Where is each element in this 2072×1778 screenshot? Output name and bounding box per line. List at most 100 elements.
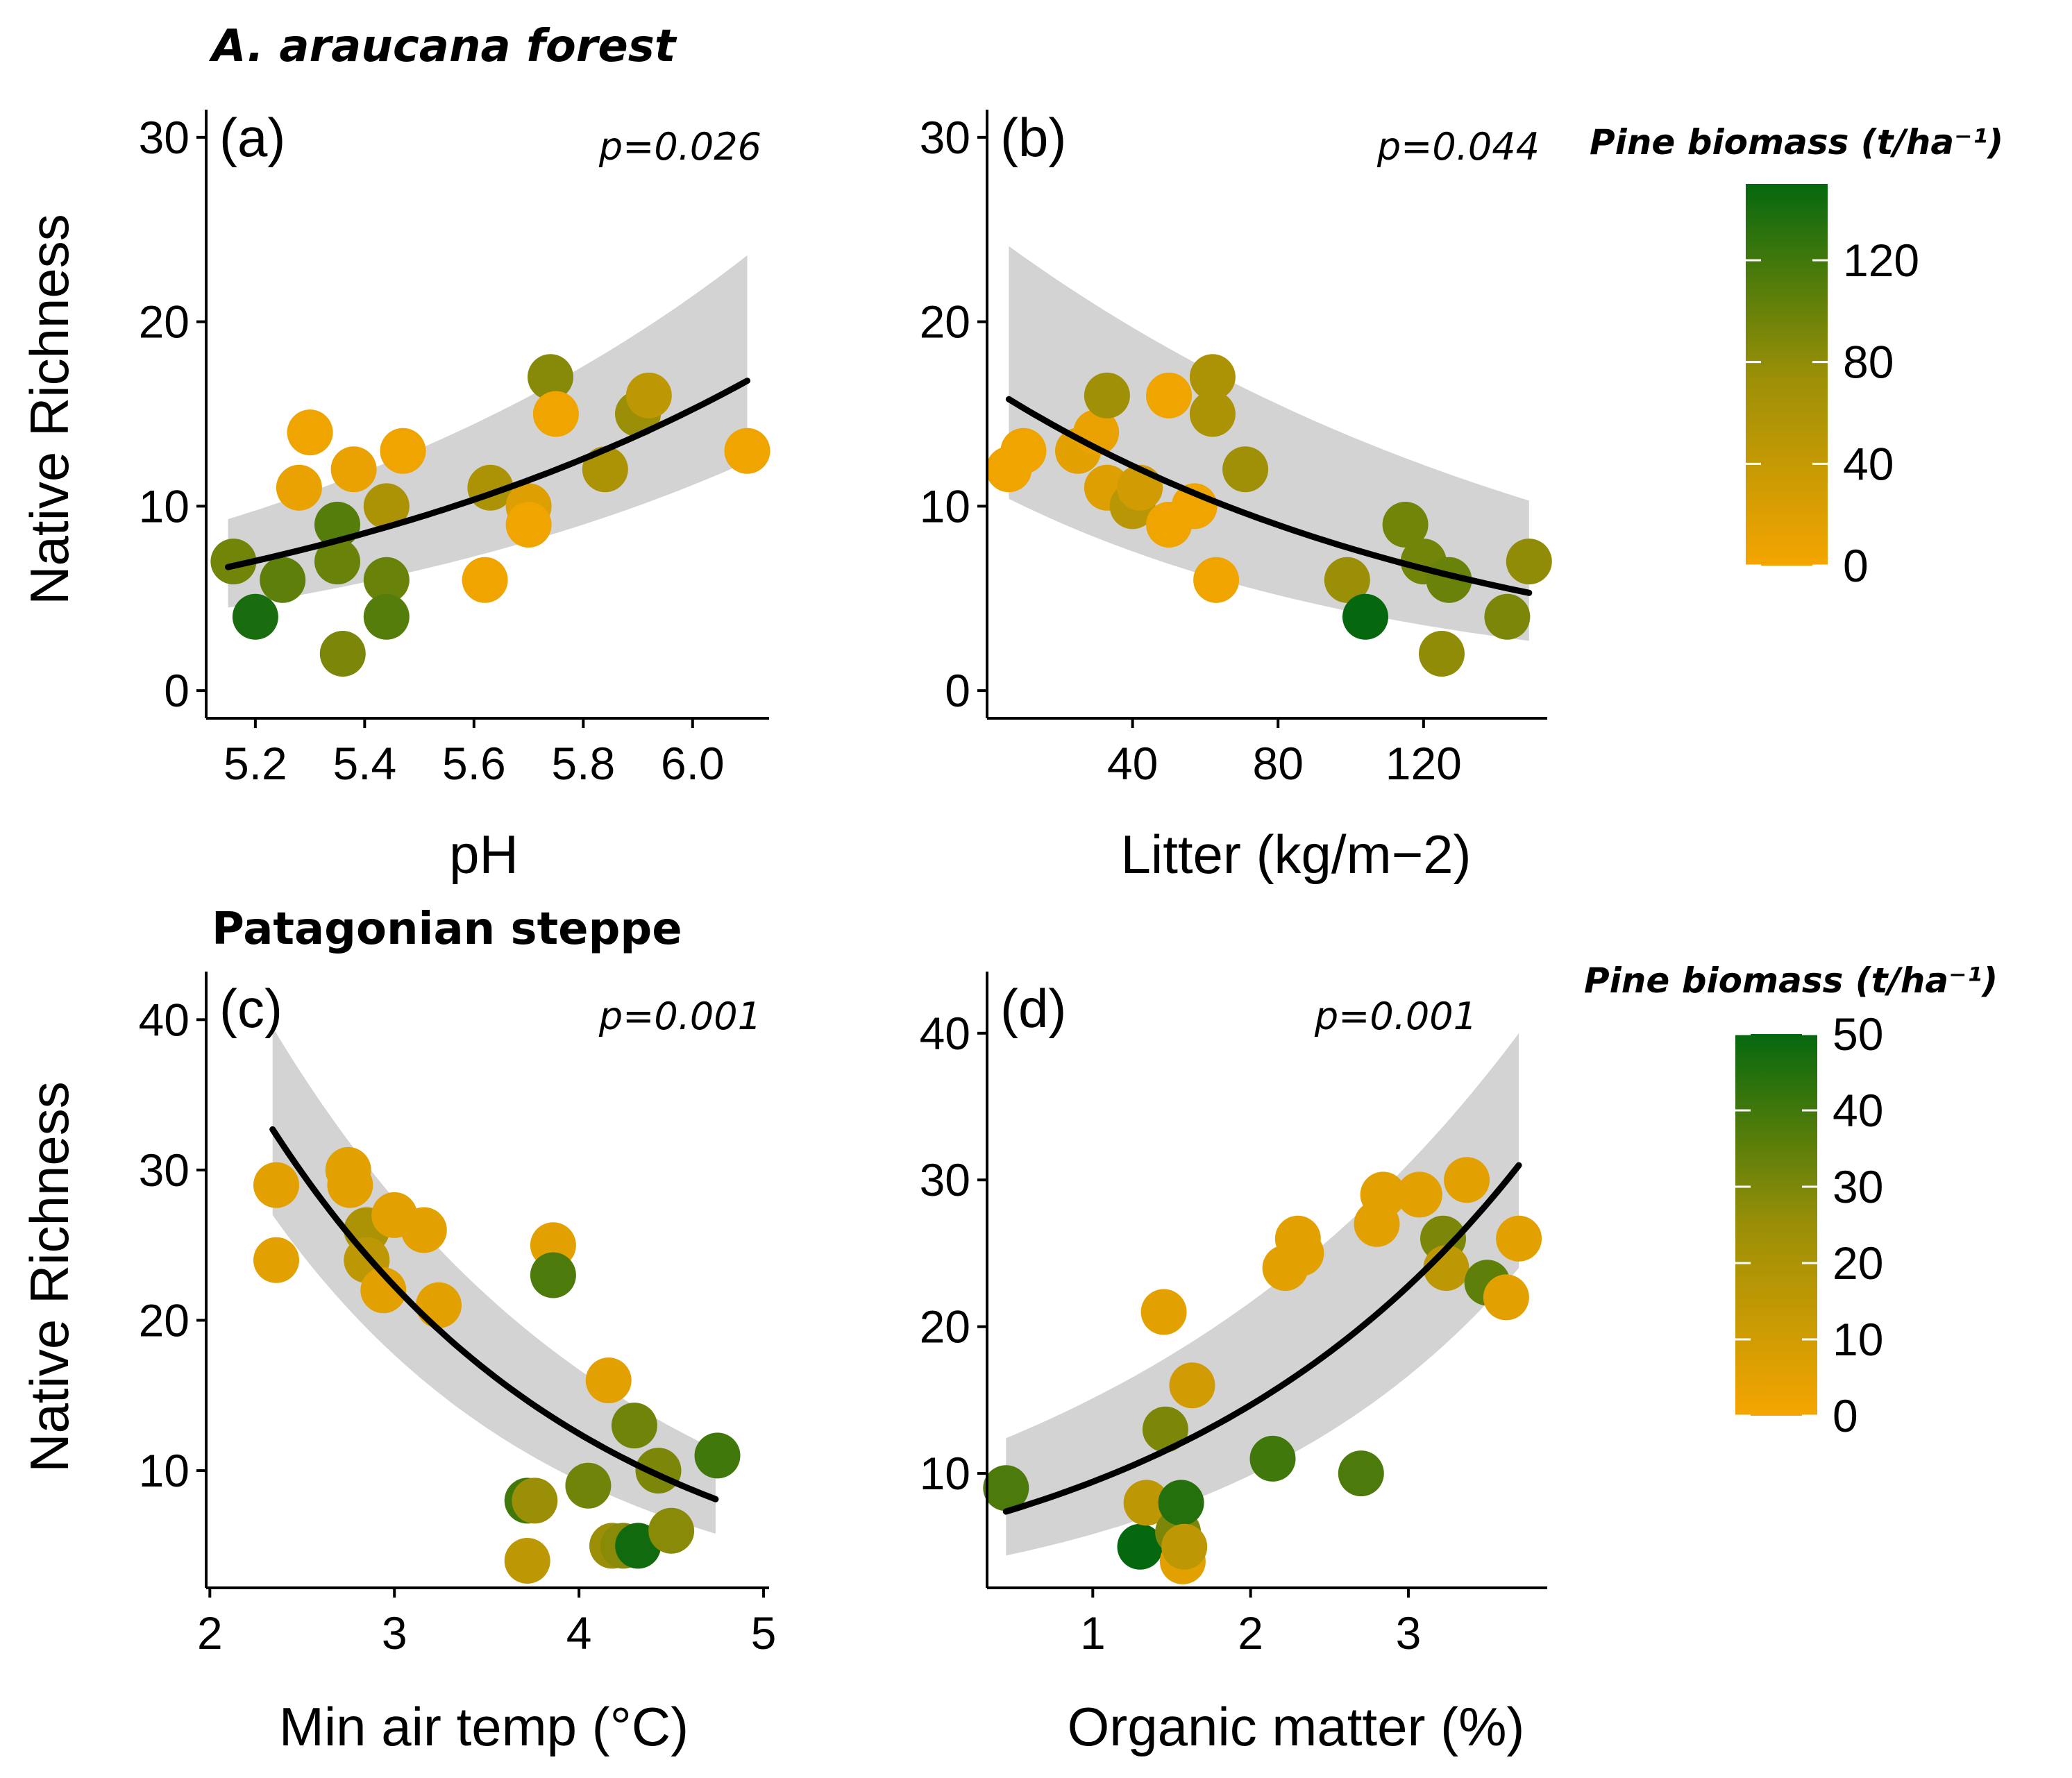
colorbar-label: 40 bbox=[1843, 438, 1894, 489]
y-tick-label: 0 bbox=[164, 665, 189, 716]
data-point bbox=[1506, 539, 1552, 585]
x-tick-label: 5.2 bbox=[224, 738, 287, 789]
data-point bbox=[1140, 1289, 1187, 1335]
legend-title: Pine biomass (t/ha⁻¹) bbox=[1584, 960, 1998, 1001]
y-tick-label: 10 bbox=[920, 1448, 970, 1499]
fit-line bbox=[225, 378, 750, 570]
data-point bbox=[260, 557, 306, 603]
data-point bbox=[1084, 372, 1130, 418]
data-point bbox=[1484, 593, 1531, 640]
panel-a: (a) p=0.026 pH Native Richness 0 10 20 30 5.… bbox=[19, 107, 770, 885]
data-point bbox=[330, 446, 377, 493]
colorbar-label: 10 bbox=[1833, 1314, 1883, 1365]
data-point bbox=[505, 502, 552, 548]
confidence-ribbon bbox=[1006, 1033, 1519, 1556]
x-axis-title: Min air temp (°C) bbox=[279, 1696, 689, 1757]
data-point bbox=[1000, 427, 1047, 474]
data-point bbox=[1189, 354, 1236, 400]
data-point bbox=[363, 593, 410, 640]
x-tick-label: 6.0 bbox=[661, 738, 725, 789]
data-point bbox=[1222, 446, 1269, 493]
data-point bbox=[1117, 1523, 1163, 1570]
data-point bbox=[1382, 502, 1429, 548]
y-tick-label: 10 bbox=[139, 1445, 189, 1496]
colorbar-label: 40 bbox=[1833, 1085, 1883, 1136]
panel-c: (c) p=0.001 Min air temp (°C) Native Ric… bbox=[19, 972, 776, 1757]
data-point bbox=[512, 1478, 558, 1524]
data-point bbox=[1161, 1523, 1208, 1570]
section-title-forest: A. araucana forest bbox=[208, 21, 677, 72]
legend-steppe: Pine biomass (t/ha⁻¹) 0 10 20 30 40 50 bbox=[1584, 960, 1998, 1441]
colorbar-label: 120 bbox=[1843, 235, 1919, 286]
p-value: p=0.001 bbox=[1314, 994, 1477, 1038]
y-tick-label: 30 bbox=[139, 1144, 189, 1196]
y-tick-label: 20 bbox=[139, 1294, 189, 1346]
data-point bbox=[1496, 1215, 1542, 1262]
p-value: p=0.044 bbox=[1376, 125, 1540, 169]
fit-line bbox=[269, 1126, 719, 1502]
data-point bbox=[287, 409, 333, 456]
data-point bbox=[1426, 557, 1472, 603]
colorbar-label: 50 bbox=[1833, 1008, 1883, 1060]
legend-forest: Pine biomass (t/ha⁻¹) 0 40 80 120 bbox=[1590, 122, 2003, 591]
y-tick-label: 20 bbox=[920, 296, 970, 348]
data-point bbox=[401, 1207, 447, 1253]
y-tick-label: 10 bbox=[920, 480, 970, 532]
y-tick-label: 20 bbox=[920, 1301, 970, 1353]
x-tick-label: 80 bbox=[1253, 738, 1304, 789]
colorbar-label: 80 bbox=[1843, 337, 1894, 388]
panel-label: (b) bbox=[1000, 107, 1066, 168]
data-point bbox=[1249, 1435, 1296, 1482]
x-axis-title: pH bbox=[449, 824, 519, 885]
y-axis-title: Native Richness bbox=[19, 214, 80, 605]
data-point bbox=[319, 631, 366, 677]
data-point bbox=[1158, 1480, 1204, 1526]
x-tick-label: 40 bbox=[1107, 738, 1158, 789]
data-point bbox=[1142, 1406, 1188, 1453]
x-axis-title: Organic matter (%) bbox=[1068, 1696, 1525, 1757]
y-tick-label: 30 bbox=[139, 112, 189, 163]
data-point bbox=[210, 539, 257, 585]
data-point bbox=[625, 372, 672, 418]
data-point bbox=[1169, 1362, 1215, 1409]
y-tick-label: 0 bbox=[945, 665, 970, 716]
panel-b: (b) p=0.044 Litter (kg/m−2) 0 10 20 30 40 80 1… bbox=[920, 107, 1552, 885]
data-point bbox=[585, 1357, 632, 1404]
x-tick-label: 5.4 bbox=[332, 738, 396, 789]
y-tick-label: 10 bbox=[139, 480, 189, 532]
data-point bbox=[1396, 1171, 1442, 1218]
x-tick-label: 4 bbox=[566, 1607, 592, 1659]
y-axis-title: Native Richness bbox=[19, 1081, 80, 1473]
p-value: p=0.026 bbox=[598, 125, 761, 169]
data-point bbox=[253, 1162, 299, 1208]
legend-title: Pine biomass (t/ha⁻¹) bbox=[1590, 122, 2003, 162]
x-tick-label: 3 bbox=[1396, 1607, 1422, 1659]
x-tick-label: 120 bbox=[1385, 738, 1462, 789]
x-tick-label: 5 bbox=[751, 1607, 777, 1659]
x-tick-label: 2 bbox=[1238, 1607, 1263, 1659]
y-tick-label: 30 bbox=[920, 112, 970, 163]
x-tick-label: 3 bbox=[382, 1607, 407, 1659]
data-point bbox=[1444, 1157, 1490, 1203]
fit-line bbox=[1005, 396, 1533, 596]
data-point bbox=[416, 1282, 462, 1328]
data-point bbox=[327, 1162, 373, 1208]
data-point bbox=[648, 1507, 695, 1554]
data-point bbox=[1146, 372, 1192, 418]
colorbar-label: 30 bbox=[1833, 1161, 1883, 1212]
x-tick-label: 1 bbox=[1080, 1607, 1106, 1659]
confidence-ribbon bbox=[272, 1027, 716, 1534]
data-point bbox=[724, 427, 770, 474]
data-point bbox=[462, 557, 508, 603]
colorbar-label: 0 bbox=[1833, 1390, 1858, 1441]
panel-d: (d) p=0.001 Organic matter (%) 10 20 30 40 1… bbox=[920, 972, 1547, 1757]
data-point bbox=[530, 1252, 576, 1298]
data-point bbox=[565, 1462, 612, 1509]
data-point bbox=[1342, 593, 1388, 640]
colorbar-label: 20 bbox=[1833, 1237, 1883, 1289]
data-point bbox=[532, 391, 579, 437]
data-point bbox=[1123, 1480, 1170, 1526]
data-point bbox=[363, 483, 410, 530]
data-point bbox=[1193, 557, 1240, 603]
x-tick-label: 5.8 bbox=[551, 738, 615, 789]
